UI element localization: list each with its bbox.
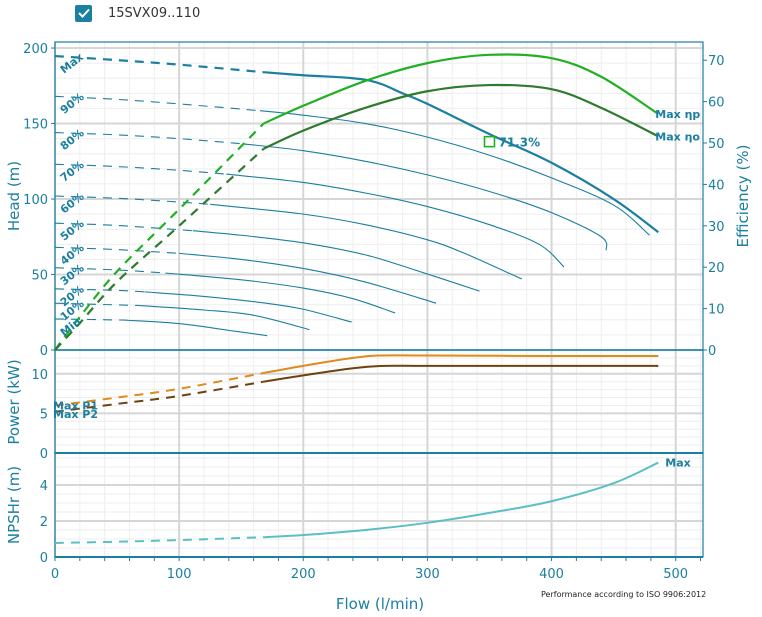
head-curve-50pct-solid (192, 230, 480, 292)
series-name: 15SVX09..110 (108, 5, 201, 21)
head-curve-80pct-solid (243, 143, 608, 251)
head-curve-30pct-dashed (54, 267, 166, 274)
head-axis-title: Head (m) (5, 161, 23, 231)
speed-label: 50% (58, 217, 87, 243)
p2-curve-dashed (54, 380, 264, 413)
p1-label: Max P1 (53, 399, 98, 412)
p2-label: Max P2 (53, 408, 98, 421)
efficiency-tick-label: 50 (708, 137, 725, 152)
npsh-tick-label: 4 (40, 479, 48, 494)
efficiency-tick-label: 20 (708, 261, 725, 276)
plot-frames (51, 41, 707, 561)
power-tick-label: 5 (40, 407, 48, 422)
head-curve-Min-dashed (54, 318, 125, 321)
head-curve-20pct-solid (144, 291, 352, 323)
curves (54, 53, 659, 544)
x-tick-label: 500 (663, 567, 688, 582)
speed-label: 80% (58, 126, 87, 152)
head-curve-Max-solid (263, 71, 659, 234)
x-axis-title: Flow (l/min) (336, 595, 424, 613)
npsh-curve-solid (263, 461, 659, 539)
head-curve-10pct-dashed (54, 302, 139, 307)
head-tick-label: 0 (40, 344, 48, 359)
series-toggle[interactable]: 15SVX09..110 (75, 3, 200, 23)
speed-label: Max (58, 50, 86, 76)
speed-label: 90% (58, 90, 87, 116)
head-curve-90pct-solid (259, 110, 650, 236)
head-curve-40pct-solid (179, 252, 437, 304)
efficiency-tick-label: 70 (708, 54, 725, 69)
npsh-tick-label: 0 (40, 551, 48, 566)
x-tick-label: 300 (415, 567, 440, 582)
speed-label: 70% (58, 158, 87, 184)
x-tick-label: 100 (167, 567, 192, 582)
head-tick-label: 200 (23, 42, 48, 57)
head-curve-30pct-solid (165, 272, 396, 314)
p1-curve-solid (263, 354, 659, 374)
x-tick-label: 400 (539, 567, 564, 582)
head-curve-60pct-solid (210, 203, 522, 280)
bep-label: 71.3% (498, 136, 540, 150)
power-tick-label: 10 (31, 368, 48, 383)
checkmark-icon (77, 8, 90, 18)
head-tick-label: 100 (23, 193, 48, 208)
head-tick-label: 50 (31, 269, 48, 284)
bep-marker (483, 135, 496, 148)
power-axis-title: Power (kW) (5, 359, 23, 444)
head-curve-Max-dashed (54, 54, 264, 74)
eta-p-curve-dashed (54, 122, 265, 351)
eta-o-curve-solid (263, 83, 659, 150)
head-curve-Min-solid (124, 319, 268, 337)
npsh-axis-title: NPSHr (m) (5, 466, 23, 544)
efficiency-tick-label: 40 (708, 178, 725, 193)
efficiency-tick-label: 60 (708, 96, 725, 111)
head-tick-label: 150 (23, 118, 48, 133)
p2-curve-solid (263, 364, 659, 383)
head-curve-70pct-solid (226, 173, 565, 268)
power-tick-label: 0 (40, 447, 48, 462)
efficiency-tick-label: 0 (708, 344, 716, 359)
eta-p-label: Max ηp (655, 108, 700, 121)
eta-o-label: Max ηo (655, 130, 700, 143)
speed-label: 60% (58, 190, 87, 216)
npsh-max-label: Max (665, 457, 690, 470)
grid (54, 42, 703, 557)
head-curve-70pct-dashed (54, 163, 227, 175)
x-tick-label: 0 (51, 567, 59, 582)
eta-o-curve-dashed (54, 147, 265, 351)
efficiency-tick-label: 10 (708, 303, 725, 318)
series-checkbox[interactable] (75, 4, 92, 22)
npsh-curve-dashed (54, 536, 264, 544)
head-curve-20pct-dashed (54, 288, 145, 293)
npsh-tick-label: 2 (40, 515, 48, 530)
footnote: Performance according to ISO 9906:2012 (541, 590, 706, 599)
p1-curve-dashed (54, 371, 264, 407)
efficiency-tick-label: 30 (708, 220, 725, 235)
eta-p-curve-solid (263, 53, 659, 125)
x-tick-label: 200 (291, 567, 316, 582)
head-curve-80pct-dashed (54, 132, 244, 145)
speed-label: 40% (58, 241, 87, 267)
head-curve-10pct-solid (138, 304, 310, 331)
efficiency-axis-title: Efficiency (%) (734, 145, 752, 248)
speed-label: 30% (58, 262, 87, 288)
